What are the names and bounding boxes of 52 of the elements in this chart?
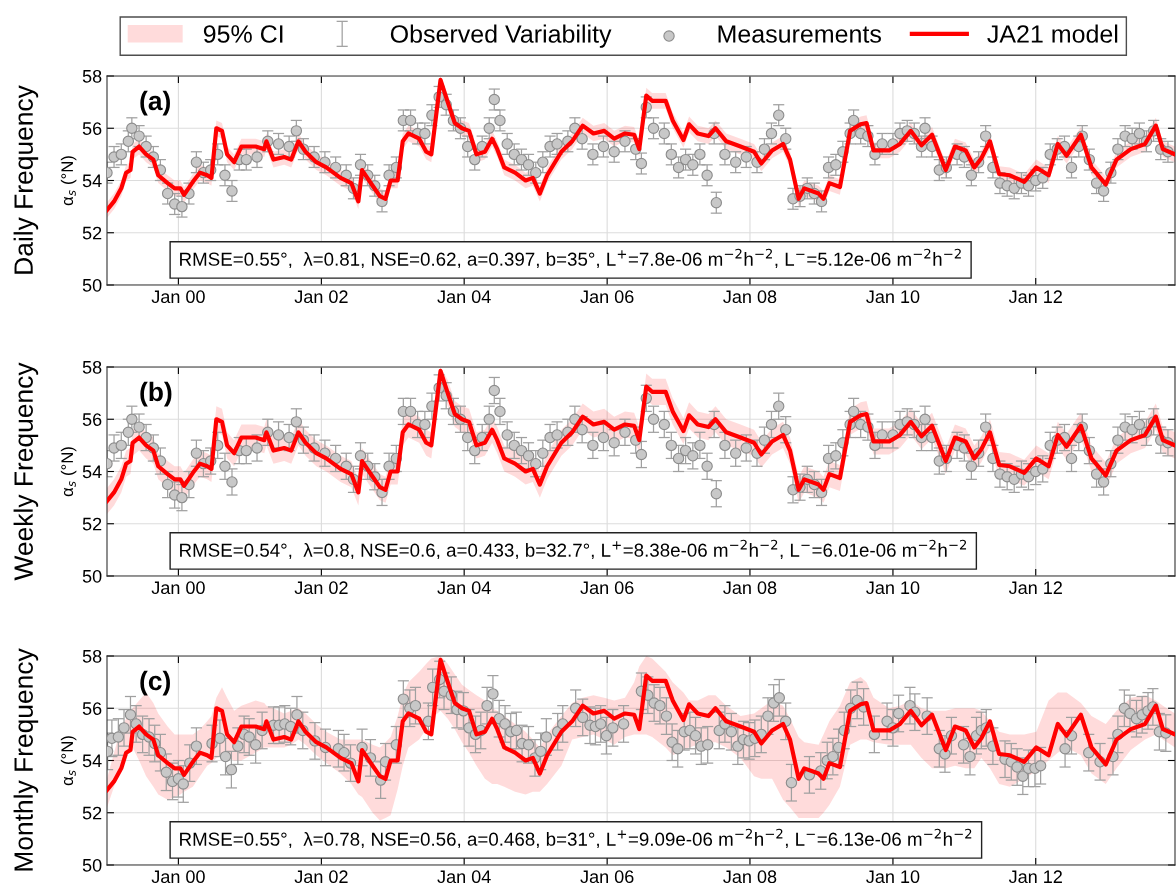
y-tick-label: 50 bbox=[82, 278, 102, 292]
y-tick-label: 56 bbox=[82, 702, 102, 715]
y-tick-label: 58 bbox=[82, 360, 102, 374]
y-tick-label: 58 bbox=[82, 69, 102, 83]
x-tick-label: Jan 02 bbox=[294, 581, 348, 595]
x-tick-label: Jan 00 bbox=[151, 870, 205, 884]
x-tick-label: Jan 10 bbox=[866, 870, 920, 884]
y-tick-label: 50 bbox=[82, 858, 102, 872]
x-tick-label: Jan 12 bbox=[1008, 870, 1062, 884]
y-axis-title: α$_{s}$ (°N) bbox=[60, 447, 77, 497]
y-axis-title: α$_{s}$ (°N) bbox=[60, 736, 77, 786]
x-tick-label: Jan 10 bbox=[866, 290, 920, 304]
text: RMSE=0.55°, λ=0.81, NSE=0.62, a=0.397, b=35°, L$^{+}$=7.8e-06 m$^{−2}$h$^{−2}$, L$^{−}$=5.12e-06 m$^{−2}$h$^{−2}$ bbox=[180, 248, 961, 269]
x-tick-label: Jan 04 bbox=[437, 581, 491, 595]
x-tick-label: Jan 04 bbox=[437, 290, 491, 304]
text: Monthly Frequency bbox=[13, 648, 39, 871]
x-tick-label: Jan 00 bbox=[151, 290, 205, 304]
y-tick-label: 58 bbox=[82, 649, 102, 663]
x-tick-label: Jan 10 bbox=[866, 581, 920, 595]
x-tick-label: Jan 08 bbox=[723, 290, 777, 304]
y-tick-label: 56 bbox=[82, 122, 102, 135]
x-tick-label: Jan 06 bbox=[580, 870, 634, 884]
x-tick-label: Jan 12 bbox=[1008, 581, 1062, 595]
text: Weekly Frequency bbox=[13, 362, 39, 581]
x-tick-label: Jan 06 bbox=[580, 290, 634, 304]
y-axis-title: α$_{s}$ (°N) bbox=[60, 156, 77, 206]
y-tick-label: 52 bbox=[82, 806, 102, 820]
x-tick-label: Jan 12 bbox=[1008, 290, 1062, 304]
text: Observed Variability bbox=[390, 24, 612, 48]
x-tick-label: Jan 00 bbox=[151, 581, 205, 595]
y-tick-label: 54 bbox=[82, 754, 102, 768]
y-tick-label: 50 bbox=[82, 569, 102, 583]
x-tick-label: Jan 02 bbox=[294, 290, 348, 304]
x-tick-label: Jan 08 bbox=[723, 581, 777, 595]
text: 95% CI bbox=[203, 25, 283, 43]
annotation: (b) bbox=[140, 381, 172, 407]
x-tick-label: Jan 02 bbox=[294, 870, 348, 884]
text: RMSE=0.55°, λ=0.78, NSE=0.56, a=0.468, b=31°, L$^{+}$=9.09e-06 m$^{−2}$h$^{−2}$, L$^{−}$=6.13e-06 m$^{−2}$h$^{−2}$ bbox=[180, 828, 972, 849]
text: RMSE=0.54°, λ=0.8, NSE=0.6, a=0.433, b=32.7°, L$^{+}$=8.38e-06 m$^{−2}$h$^{−2}$, L$^{−}$=6.01e-06 m$^{−2}$h$^{−2}$ bbox=[180, 539, 967, 560]
annotation: (a) bbox=[140, 90, 170, 116]
y-tick-label: 56 bbox=[82, 413, 102, 426]
annotation: (c) bbox=[140, 670, 170, 696]
x-tick-label: Jan 06 bbox=[580, 581, 634, 595]
x-tick-label: Jan 04 bbox=[437, 870, 491, 884]
x-tick-label: Jan 08 bbox=[723, 870, 777, 884]
legend-label: JA21 model bbox=[987, 24, 1118, 43]
y-tick-label: 52 bbox=[82, 226, 102, 240]
y-tick-label: 54 bbox=[82, 174, 102, 188]
y-tick-label: 52 bbox=[82, 517, 102, 531]
text: Daily Frequency bbox=[13, 85, 39, 274]
y-tick-label: 54 bbox=[82, 465, 102, 479]
legend-label: Measurements bbox=[718, 25, 881, 43]
